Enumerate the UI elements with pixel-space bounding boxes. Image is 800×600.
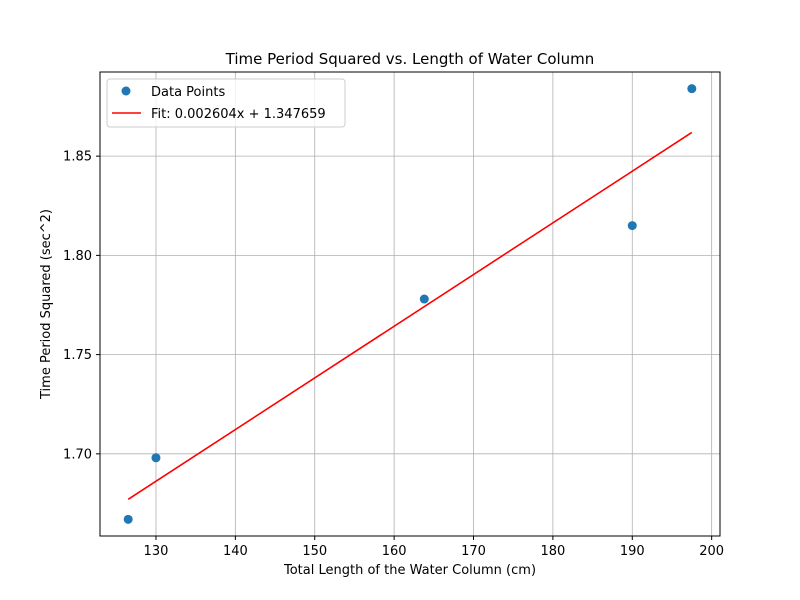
y-axis-label: Time Period Squared (sec^2) xyxy=(39,209,54,400)
legend-label-data-points: Data Points xyxy=(151,85,225,100)
data-point xyxy=(687,84,697,94)
x-tick-label: 140 xyxy=(223,544,248,559)
data-point xyxy=(151,453,161,463)
fit-series xyxy=(127,131,693,501)
x-tick-label: 130 xyxy=(144,544,169,559)
x-tick-label: 190 xyxy=(620,544,645,559)
x-tick-label: 170 xyxy=(461,544,486,559)
data-point xyxy=(123,514,133,524)
fit-line xyxy=(127,131,693,501)
chart-title: Time Period Squared vs. Length of Water … xyxy=(225,50,595,68)
x-tick-label: 180 xyxy=(540,544,565,559)
legend-marker-data-points xyxy=(121,86,131,96)
x-tick-label: 150 xyxy=(302,544,327,559)
legend: Data Points Fit: 0.002604x + 1.347659 xyxy=(106,78,346,128)
x-axis: 130 140 150 160 170 180 190 200 xyxy=(144,536,724,559)
data-point xyxy=(419,294,429,304)
y-tick-label: 1.80 xyxy=(63,249,92,264)
x-axis-label: Total Length of the Water Column (cm) xyxy=(283,563,536,578)
legend-box xyxy=(106,78,346,128)
x-tick-label: 200 xyxy=(699,544,724,559)
x-tick-label: 160 xyxy=(382,544,407,559)
y-axis: 1.70 1.75 1.80 1.85 xyxy=(63,150,100,462)
grid xyxy=(100,72,720,536)
y-tick-label: 1.70 xyxy=(63,447,92,462)
legend-label-fit: Fit: 0.002604x + 1.347659 xyxy=(151,107,326,122)
y-tick-label: 1.85 xyxy=(63,150,92,165)
data-points-series xyxy=(123,84,697,524)
plot-frame xyxy=(99,71,721,537)
data-point xyxy=(627,221,637,231)
y-tick-label: 1.75 xyxy=(63,348,92,363)
